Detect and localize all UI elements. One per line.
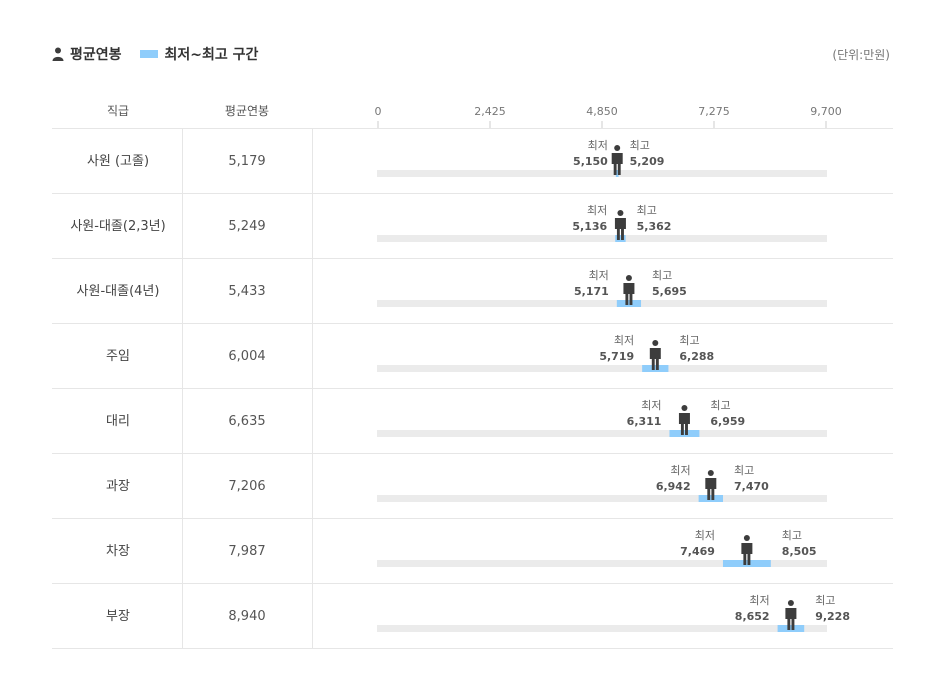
max-caption: 최고 [815,594,835,607]
avg-salary-value: 6,004 [228,349,265,364]
range-track [377,365,827,372]
avg-salary-value: 7,987 [228,544,265,559]
salary-range-bar [615,170,619,177]
range-track [377,235,827,242]
position-label: 과장 [106,479,130,494]
avg-person-marker [614,210,626,240]
position-label: 차장 [106,544,130,559]
avg-salary-value: 7,206 [228,479,265,494]
avg-salary-value: 6,635 [228,414,265,429]
salary-range-bar [722,560,771,567]
min-value: 5,171 [574,285,609,298]
max-value: 5,362 [637,220,672,233]
max-caption: 최고 [734,464,754,477]
range-track [377,300,827,307]
min-value: 6,311 [627,415,662,428]
legend-range: 최저~최고 구간 [139,44,259,64]
position-label: 사원 (고졸) [87,154,149,169]
salary-range-bar [777,625,805,632]
max-value: 5,209 [630,155,665,168]
x-tick-label: 9,700 [810,105,842,118]
max-caption: 최고 [782,529,802,542]
min-value: 5,719 [599,350,634,363]
salary-range-bar [642,365,669,372]
salary-range-bar [615,235,626,242]
salary-range-bar [616,300,642,307]
x-tick-label: 4,850 [586,105,618,118]
avg-person-marker [741,535,753,565]
min-caption: 최저 [587,204,607,217]
legend-range-label: 최저~최고 구간 [164,47,259,63]
range-track [377,625,827,632]
legend-avg-label: 평균연봉 [70,47,122,63]
x-tick-label: 7,275 [698,105,730,118]
avg-person-marker [785,600,797,630]
x-tick-label: 0 [375,105,382,118]
max-value: 6,959 [710,415,745,428]
min-value: 5,136 [572,220,607,233]
avg-salary-value: 5,249 [228,219,265,234]
position-label: 부장 [106,609,130,624]
person-icon [52,47,64,61]
avg-person-marker [611,145,623,175]
max-caption: 최고 [679,334,699,347]
position-column-header: 직급 [107,104,129,118]
avg-person-marker [678,405,690,435]
avg-person-marker [705,470,717,500]
max-value: 5,695 [652,285,687,298]
max-caption: 최고 [652,269,672,282]
avg-person-marker [623,275,635,305]
range-track [377,560,827,567]
min-value: 6,942 [656,480,691,493]
legend-avg: 평균연봉 [52,44,122,64]
avg-person-marker [649,340,661,370]
min-caption: 최저 [641,399,661,412]
salary-range-bar [698,495,724,502]
min-caption: 최저 [670,464,690,477]
max-value: 9,228 [815,610,850,623]
x-tick-label: 2,425 [474,105,506,118]
range-swatch [139,50,158,58]
min-value: 8,652 [735,610,770,623]
position-label: 주임 [106,349,130,364]
position-label: 대리 [106,414,130,429]
min-value: 7,469 [680,545,715,558]
position-label: 사원-대졸(4년) [77,284,160,299]
min-value: 5,150 [573,155,608,168]
position-label: 사원-대졸(2,3년) [70,219,165,234]
range-track [377,430,827,437]
salary-range-bar [669,430,700,437]
max-value: 7,470 [734,480,769,493]
max-caption: 최고 [710,399,730,412]
range-track [377,170,827,177]
min-caption: 최저 [749,594,769,607]
min-caption: 최저 [695,529,715,542]
max-value: 8,505 [782,545,817,558]
avg-salary-value: 5,179 [228,154,265,169]
max-caption: 최고 [630,139,650,152]
legend: 평균연봉 최저~최고 구간 [52,44,276,64]
avg-column-header: 평균연봉 [225,104,269,118]
avg-salary-value: 8,940 [228,609,265,624]
range-track [377,495,827,502]
min-caption: 최저 [589,269,609,282]
min-caption: 최저 [588,139,608,152]
max-value: 6,288 [679,350,714,363]
min-caption: 최저 [614,334,634,347]
avg-salary-value: 5,433 [228,284,265,299]
unit-label: (단위:만원) [832,48,890,62]
max-caption: 최고 [637,204,657,217]
